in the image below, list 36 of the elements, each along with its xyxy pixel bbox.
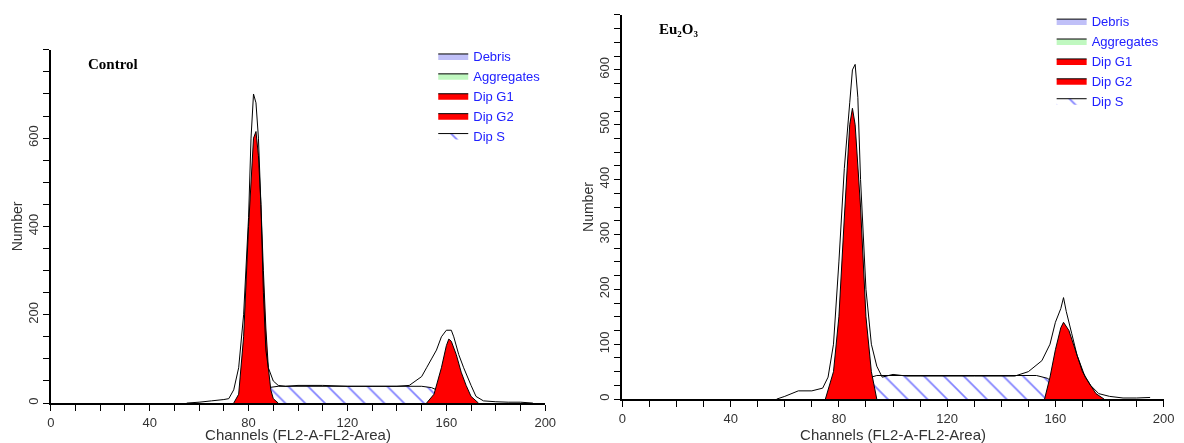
x-tick-label: 80 [831,410,847,426]
x-tick-label: 0 [47,414,55,430]
x-tick-label: 0 [618,410,627,426]
x-tick-label: 40 [723,410,738,426]
legend-label: Debris [1091,14,1130,30]
y-tick-label: 400 [25,213,41,236]
y-tick-label: 600 [597,57,613,79]
y-tick-label: 0 [25,397,41,405]
x-tick-label: 160 [1044,410,1067,426]
legend-label: Dip G1 [473,88,514,104]
legend-label: Dip S [473,128,506,144]
x-tick-label: 200 [1152,410,1175,426]
x-axis-title: Channels (FL2-A-FL2-Area) [800,425,986,443]
legend-label: Dip G2 [473,108,514,124]
chart-title: Eu₂O₃ [659,21,699,37]
y-tick-label: 0 [597,393,613,401]
legend-label: Dip G2 [1091,73,1133,89]
legend-label: Aggregates [473,68,541,84]
y-tick-label: 300 [597,221,613,244]
y-tick-label: 500 [597,111,613,134]
legend-label: Dip G1 [1091,53,1133,69]
chart-title: Control [88,56,138,72]
legend-label: Aggregates [1091,34,1159,50]
y-tick-label: 100 [597,331,613,354]
y-tick-label: 200 [597,276,613,299]
y-axis-title: Number [580,181,597,232]
x-tick-label: 160 [435,414,458,430]
y-tick-label: 200 [25,301,41,324]
x-tick-label: 200 [534,414,557,430]
y-axis-title: Number [8,201,25,252]
x-tick-label: 40 [142,414,157,430]
y-tick-label: 400 [597,166,613,189]
y-tick-label: 600 [25,125,41,148]
legend-label: Dip S [1091,93,1124,109]
legend-label: Debris [473,49,512,65]
x-tick-label: 120 [936,410,958,426]
